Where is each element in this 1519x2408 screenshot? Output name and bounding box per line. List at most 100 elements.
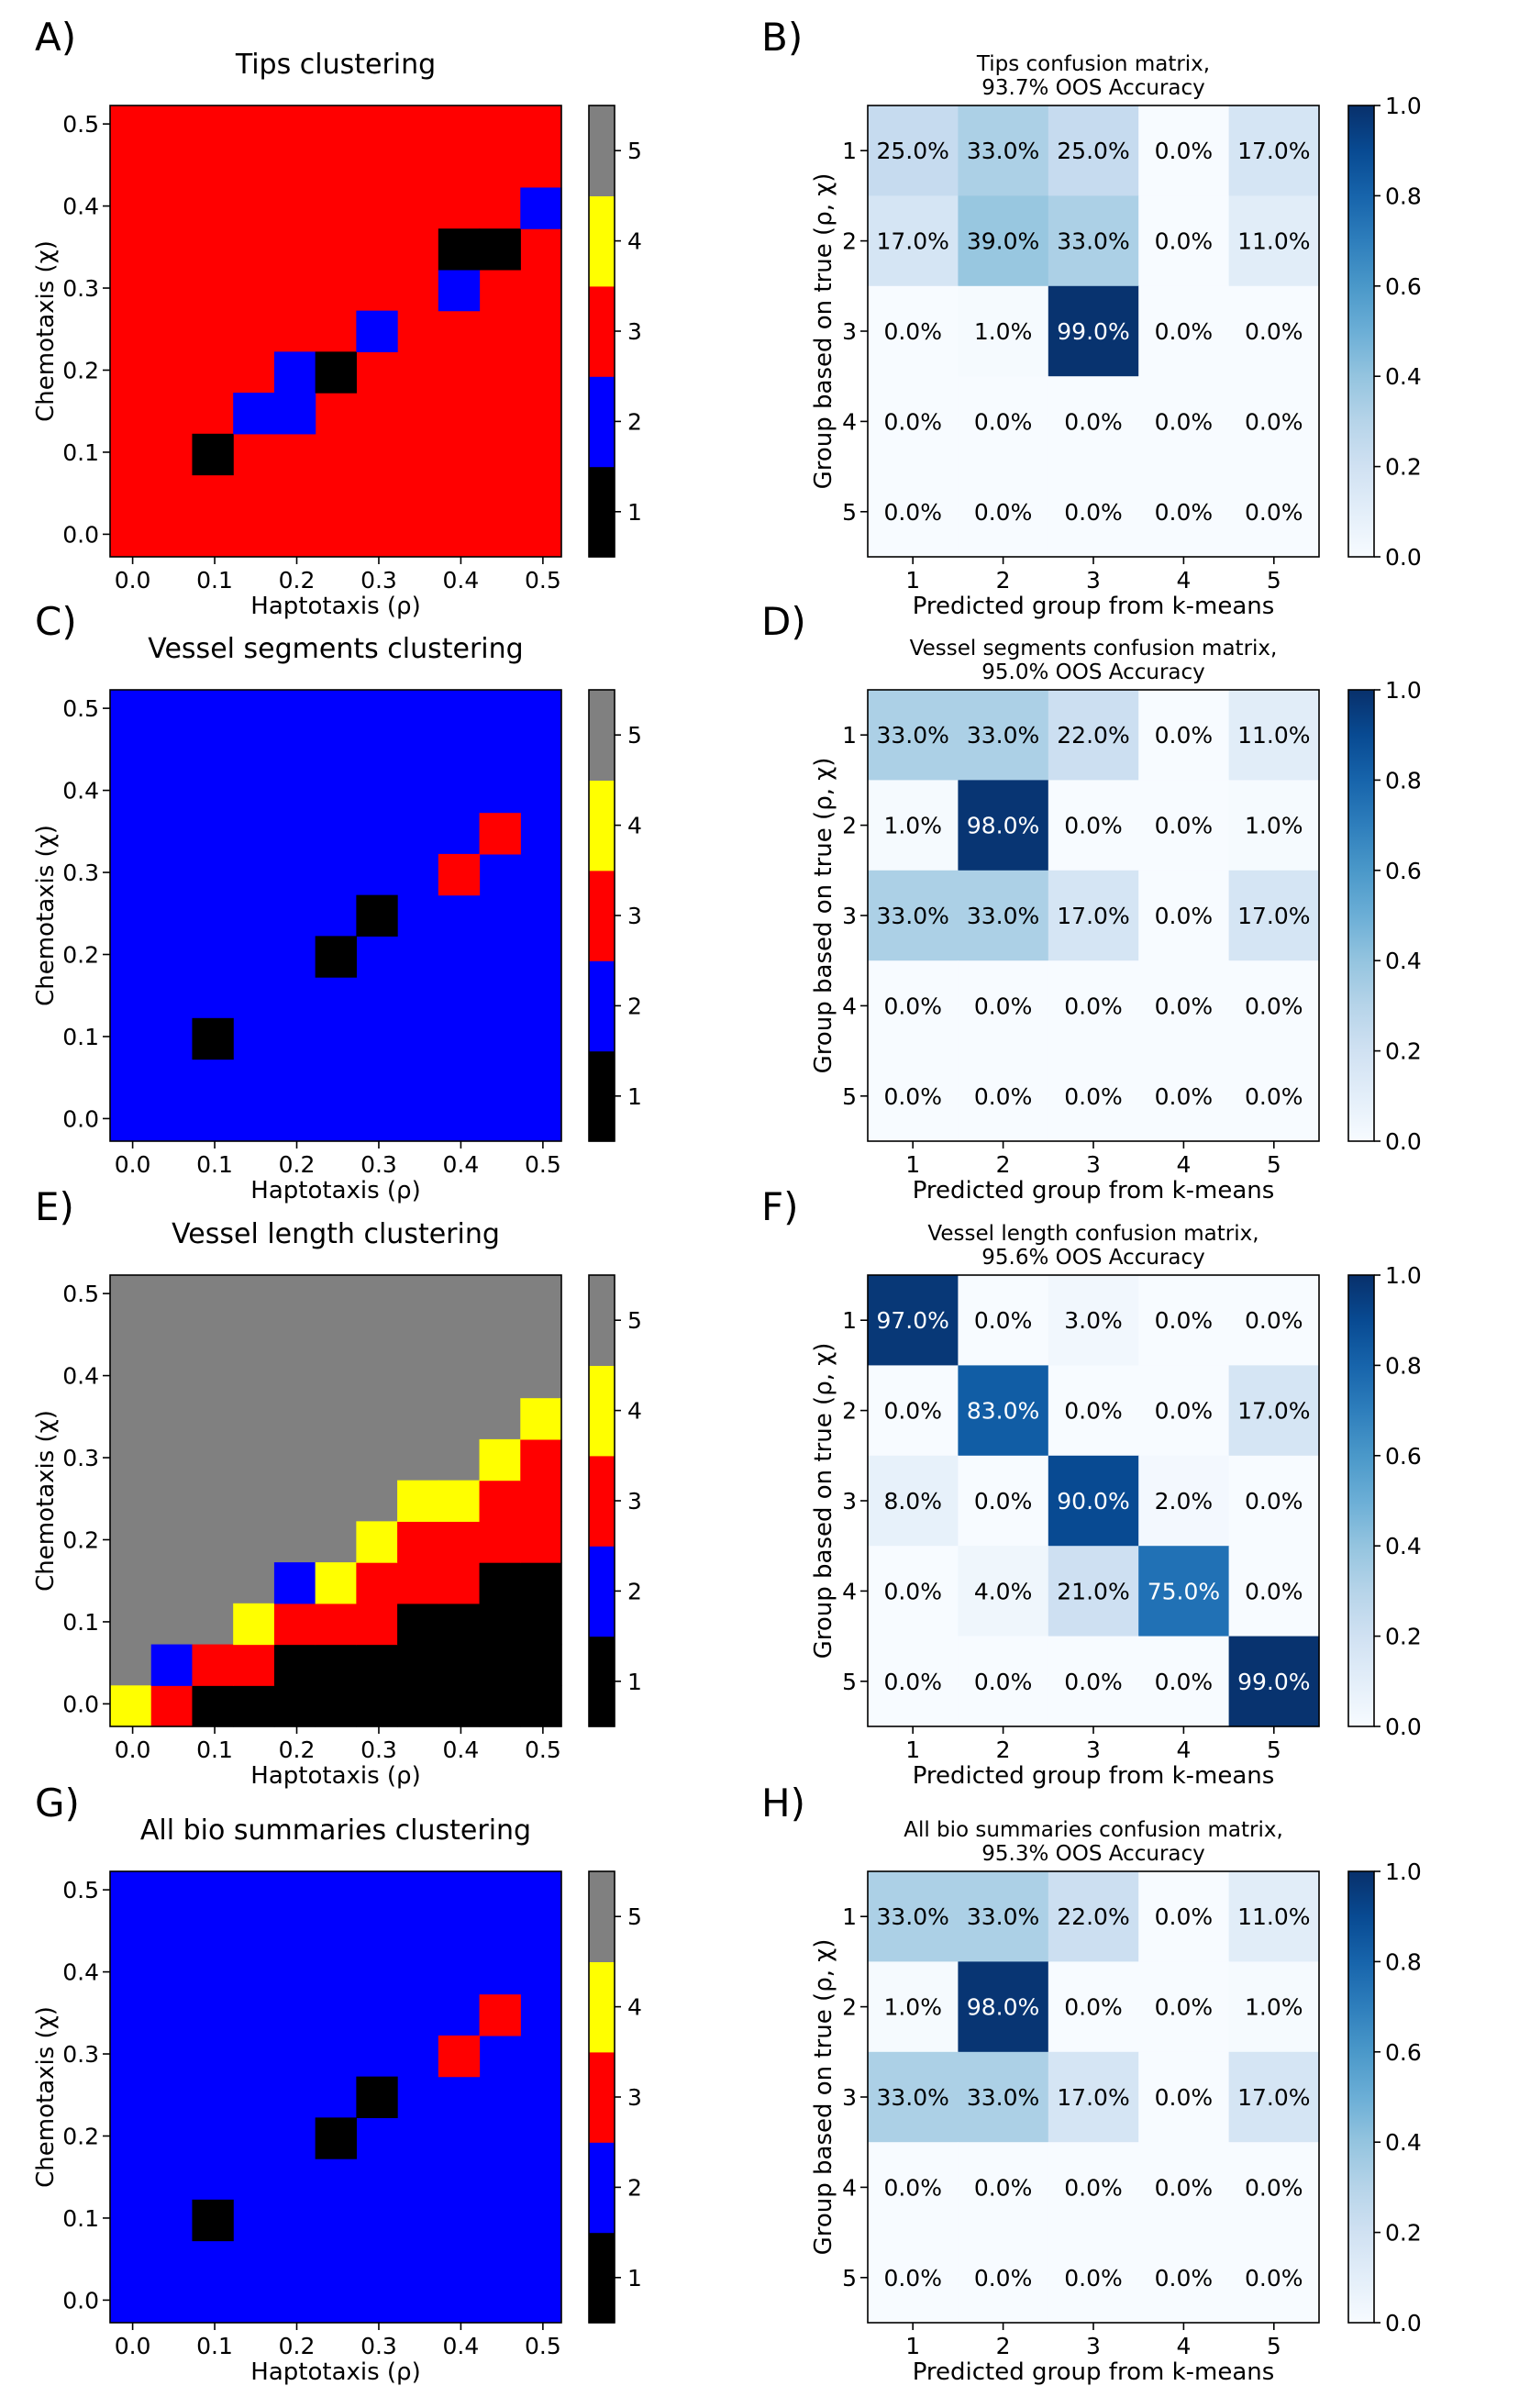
- matrix-cell-label: 22.0%: [1057, 1903, 1129, 1930]
- matrix-cell: [958, 1961, 1049, 2053]
- matrix-cell: [1228, 1050, 1320, 1142]
- matrix-cell: [868, 105, 959, 196]
- colorbar-segment: [589, 690, 615, 781]
- matrix-cell: [868, 1455, 959, 1547]
- y-axis-label: Group based on true (ρ, χ): [810, 1343, 837, 1659]
- matrix-cell: [1048, 376, 1139, 468]
- cluster-cell: [273, 351, 316, 394]
- colorbar-segment: [589, 1455, 615, 1547]
- y-tick-label: 0.0: [62, 2287, 99, 2314]
- matrix-cell: [1138, 960, 1230, 1052]
- matrix-cell-label: 0.0%: [883, 2265, 942, 2291]
- matrix-cell: [1138, 1455, 1230, 1547]
- matrix-cell: [1048, 870, 1139, 961]
- colorbar-tick-label: 0.2: [1385, 454, 1422, 481]
- cluster-cell: [520, 1603, 562, 1646]
- matrix-cell: [868, 960, 959, 1052]
- cluster-cell: [315, 351, 357, 394]
- y-axis-label: Group based on true (ρ, χ): [810, 758, 837, 1074]
- x-tick-label: 0.3: [360, 567, 397, 594]
- matrix-cell-label: 0.0%: [1245, 1307, 1303, 1334]
- matrix-cell: [1138, 690, 1230, 781]
- x-axis-label: Haptotaxis (ρ): [250, 1762, 420, 1790]
- matrix-cell: [958, 960, 1049, 1052]
- matrix-cell-label: 1.0%: [883, 813, 942, 839]
- matrix-cell-label: 0.0%: [883, 1398, 942, 1425]
- x-tick-label: 0.4: [443, 1737, 480, 1763]
- y-tick-label: 0.3: [62, 1445, 99, 1471]
- panel-letter: D): [761, 599, 806, 644]
- cluster-cell: [356, 1521, 398, 1563]
- matrix-cell: [1138, 870, 1230, 961]
- x-tick-label: 5: [1267, 2333, 1281, 2359]
- colorbar-segment: [589, 466, 615, 558]
- matrix-cell: [868, 285, 959, 377]
- colorbar-tick-label: 1: [627, 2265, 642, 2291]
- y-tick-label: 0.5: [62, 111, 99, 138]
- matrix-cell-label: 0.0%: [1064, 1083, 1123, 1110]
- x-tick-label: 2: [996, 1151, 1011, 1178]
- x-tick-label: 0.0: [115, 567, 151, 594]
- x-tick-label: 4: [1176, 2333, 1191, 2359]
- cluster-cell: [438, 1562, 481, 1604]
- matrix-cell: [958, 2232, 1049, 2324]
- cluster-cell: [356, 2076, 398, 2118]
- cluster-cell: [479, 1994, 521, 2036]
- cluster-cell: [273, 393, 316, 435]
- colorbar-tick-label: 2: [627, 408, 642, 435]
- cluster-cell: [356, 1562, 398, 1604]
- matrix-cell: [958, 285, 1049, 377]
- cluster-cell: [438, 269, 481, 312]
- y-tick-label: 3: [842, 903, 857, 929]
- cluster-background: [110, 1871, 561, 2323]
- x-tick-label: 1: [905, 1151, 920, 1178]
- panel-letter: A): [35, 15, 76, 60]
- cluster-cell: [479, 228, 521, 271]
- x-tick-label: 0.2: [279, 567, 316, 594]
- x-tick-label: 4: [1176, 1151, 1191, 1178]
- colorbar-tick-label: 2: [627, 1578, 642, 1604]
- y-tick-label: 0.1: [62, 1024, 99, 1050]
- matrix-cell-label: 0.0%: [1064, 499, 1123, 526]
- matrix-cell: [1228, 1636, 1320, 1727]
- x-axis-label: Predicted group from k-means: [913, 2358, 1275, 2386]
- matrix-cell-label: 0.0%: [1245, 499, 1303, 526]
- colorbar-tick-label: 3: [627, 2084, 642, 2111]
- matrix-cell-label: 0.0%: [883, 1669, 942, 1695]
- cluster-cell: [438, 853, 481, 896]
- colorbar-segment: [589, 1636, 615, 1727]
- matrix-cell: [1048, 1455, 1139, 1547]
- colorbar-tick-label: 0.8: [1385, 1948, 1422, 1975]
- cluster-cell: [356, 894, 398, 937]
- panel-d-confusion-matrix: D) Vessel segments confusion matrix,95.0%…: [761, 599, 1422, 1204]
- matrix-cell-label: 1.0%: [1245, 1994, 1303, 2021]
- matrix-cell: [1048, 466, 1139, 558]
- matrix-cell-label: 0.0%: [974, 993, 1033, 1019]
- cluster-cell: [273, 1644, 316, 1686]
- matrix-cell-label: 75.0%: [1148, 1578, 1220, 1604]
- colorbar-tick-label: 0.8: [1385, 183, 1422, 209]
- cluster-cell: [397, 1521, 439, 1563]
- matrix-cell: [868, 1636, 959, 1727]
- cluster-cell: [356, 310, 398, 352]
- panel-b-confusion-matrix: B) Tips confusion matrix,93.7% OOS Accura…: [761, 15, 1422, 620]
- colorbar-tick-label: 1: [627, 499, 642, 526]
- matrix-cell: [1228, 1961, 1320, 2053]
- matrix-cell: [1048, 2232, 1139, 2324]
- y-tick-label: 0.4: [62, 194, 99, 220]
- colorbar-tick-label: 0.2: [1385, 1038, 1422, 1065]
- matrix-cell: [958, 1365, 1049, 1457]
- cluster-cell: [397, 1685, 439, 1727]
- panel-g-cluster-map: G) All bio summaries clustering 0.0 0.1 0.2 0…: [32, 1781, 642, 2386]
- matrix-cell-label: 8.0%: [883, 1488, 942, 1515]
- matrix-cell-label: 1.0%: [1245, 813, 1303, 839]
- y-tick-label: 0.3: [62, 275, 99, 302]
- y-tick-label: 0.2: [62, 941, 99, 968]
- panel-letter: F): [761, 1184, 799, 1229]
- matrix-cell: [1228, 105, 1320, 196]
- matrix-cell: [1138, 105, 1230, 196]
- cluster-cell: [479, 1438, 521, 1481]
- matrix-cell-label: 2.0%: [1155, 1488, 1214, 1515]
- y-tick-label: 1: [842, 722, 857, 749]
- matrix-cell-label: 0.0%: [1155, 2174, 1214, 2201]
